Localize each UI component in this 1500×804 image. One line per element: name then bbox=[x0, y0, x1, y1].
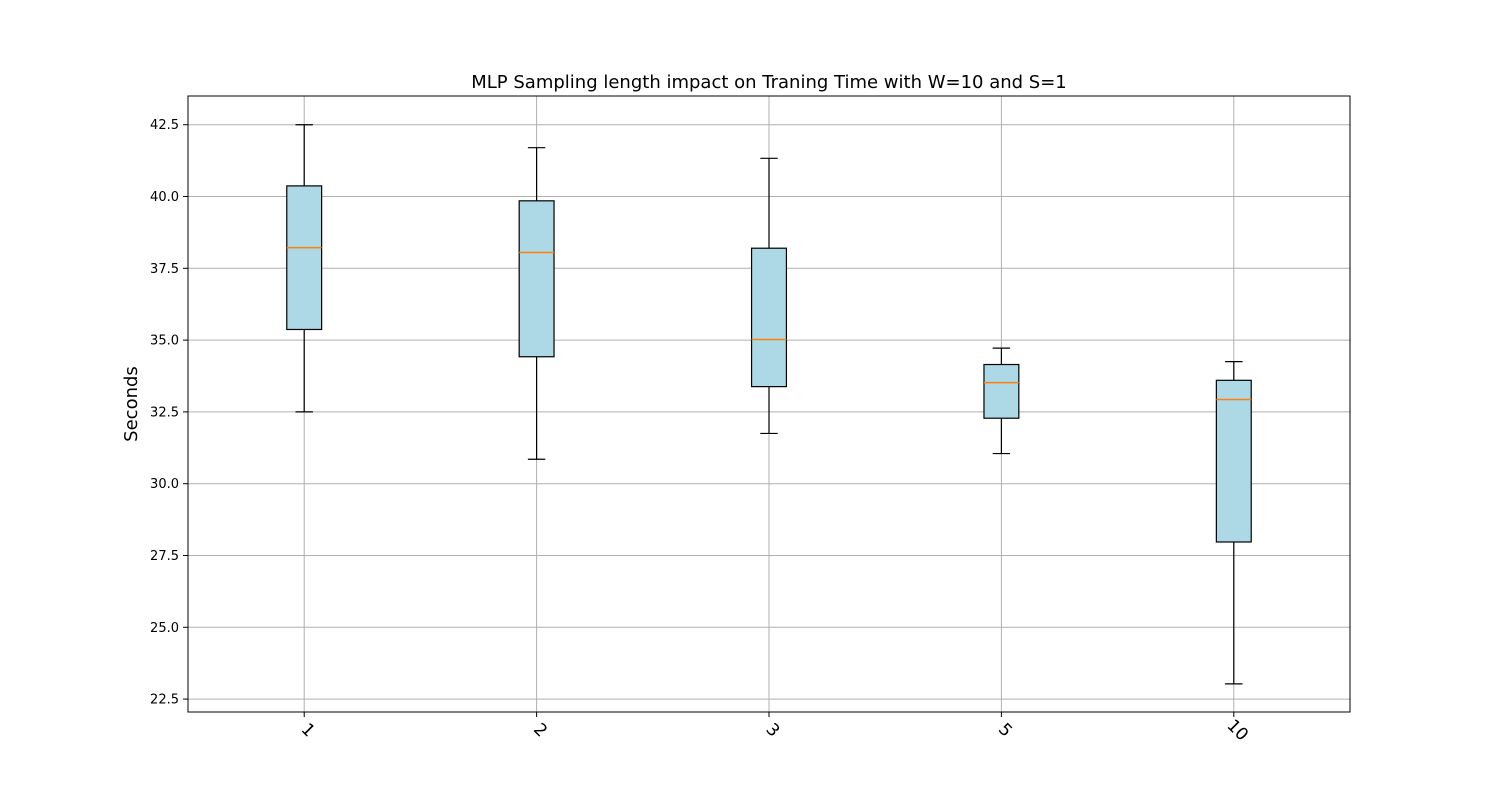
y-tick-label: 40.0 bbox=[150, 190, 179, 205]
x-tick-label: 2 bbox=[529, 720, 551, 742]
box-category-1 bbox=[286, 124, 323, 413]
x-tick-label: 5 bbox=[994, 720, 1016, 742]
box-iqr bbox=[983, 363, 1020, 419]
box-iqr bbox=[518, 200, 555, 358]
box-iqr bbox=[1215, 379, 1252, 543]
y-tick-label: 22.5 bbox=[150, 693, 179, 708]
chart-title: MLP Sampling length impact on Traning Ti… bbox=[471, 72, 1067, 93]
box-category-2 bbox=[518, 147, 555, 460]
y-axis-ticks: 22.5 25.0 27.5 30.0 32.5 35.0 37.5 40.0 42.5 bbox=[150, 118, 188, 708]
x-axis-ticks: 1 2 3 5 10 bbox=[297, 712, 1252, 745]
x-tick-label: 1 bbox=[297, 720, 319, 742]
y-tick-label: 35.0 bbox=[150, 334, 179, 349]
box-iqr bbox=[750, 247, 788, 388]
x-tick-label: 3 bbox=[762, 720, 784, 742]
y-tick-label: 27.5 bbox=[150, 549, 179, 564]
y-tick-label: 32.5 bbox=[150, 405, 179, 420]
box-category-10 bbox=[1215, 361, 1252, 685]
box-category-3 bbox=[750, 157, 788, 435]
box-category-5 bbox=[983, 347, 1020, 455]
y-tick-label: 25.0 bbox=[150, 621, 179, 636]
x-tick-label: 10 bbox=[1223, 716, 1252, 745]
box-layer bbox=[286, 124, 1252, 685]
y-axis-label: Seconds bbox=[121, 366, 142, 442]
y-tick-label: 42.5 bbox=[150, 118, 179, 133]
y-tick-label: 30.0 bbox=[150, 477, 179, 492]
box-iqr bbox=[286, 185, 323, 331]
y-tick-label: 37.5 bbox=[150, 262, 179, 277]
